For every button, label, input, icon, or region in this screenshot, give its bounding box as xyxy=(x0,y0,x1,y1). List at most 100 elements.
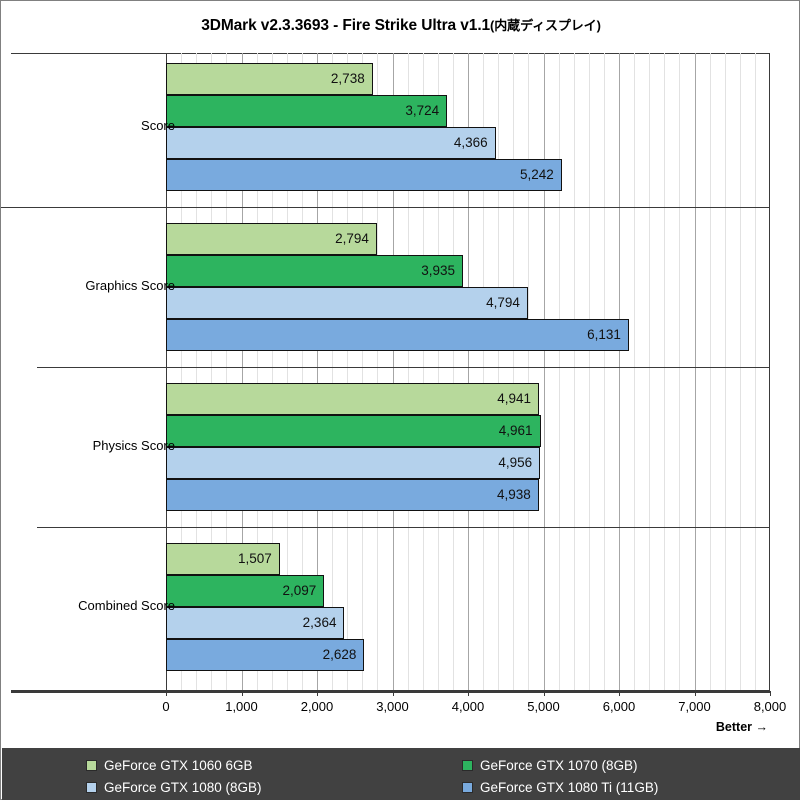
gridline-major xyxy=(468,53,469,690)
gridline-minor xyxy=(452,53,454,690)
x-axis-tick-label: 6,000 xyxy=(602,699,636,714)
category-separator xyxy=(37,367,770,368)
gridline-minor xyxy=(422,53,424,690)
legend-label: GeForce GTX 1080 (8GB) xyxy=(104,779,262,795)
bar-value-label: 3,724 xyxy=(405,103,440,118)
bar-value-label: 2,364 xyxy=(302,615,337,630)
gridline-major xyxy=(543,53,545,690)
bar xyxy=(166,223,377,255)
bar-value-label: 4,941 xyxy=(497,391,532,406)
gridline-minor xyxy=(211,53,213,690)
x-axis-tick xyxy=(619,691,620,696)
gridline-zero xyxy=(166,53,167,690)
gridline-minor xyxy=(603,53,605,690)
x-axis-tick-label: 1,000 xyxy=(225,699,258,714)
chart-title-main: 3DMark v2.3.3693 - Fire Strike Ultra v1.… xyxy=(201,17,491,34)
bar-value-label: 4,794 xyxy=(486,295,520,310)
bar-value-label: 1,507 xyxy=(237,551,272,566)
better-annotation: Better → xyxy=(715,720,768,734)
gridline-minor xyxy=(649,53,651,690)
bar-value-label: 4,961 xyxy=(498,423,533,438)
gridline-minor xyxy=(709,53,711,690)
bar-value-label: 5,242 xyxy=(519,167,554,182)
gridline-minor xyxy=(196,53,198,690)
gridline-minor xyxy=(181,53,183,690)
gridline-minor xyxy=(528,53,530,690)
legend-item[interactable]: GeForce GTX 1080 (8GB) xyxy=(86,777,262,797)
gridline-major xyxy=(241,53,243,690)
legend-color-swatch xyxy=(462,759,473,771)
x-axis-line xyxy=(11,691,770,693)
gridline-minor xyxy=(407,53,409,690)
legend-item[interactable]: GeForce GTX 1060 6GB xyxy=(86,755,253,775)
gridline-minor xyxy=(286,53,288,690)
x-axis-tick-label: 8,000 xyxy=(753,699,787,714)
x-axis-tick xyxy=(166,691,167,696)
bar xyxy=(166,575,325,607)
bar xyxy=(166,479,539,511)
category-label: Physics Score xyxy=(92,438,175,453)
gridline-minor xyxy=(754,53,756,690)
bar-value-label: 4,366 xyxy=(453,135,488,150)
gridline-minor xyxy=(256,53,258,690)
gridline-major xyxy=(317,53,318,690)
x-axis-tick-label: 3,000 xyxy=(376,699,409,714)
bar-value-label: 4,956 xyxy=(498,455,533,470)
legend-color-swatch xyxy=(86,759,97,771)
gridline-minor xyxy=(377,53,379,690)
gridline-minor xyxy=(724,53,726,690)
gridline-minor xyxy=(362,53,364,690)
legend-color-swatch xyxy=(462,781,473,793)
bar xyxy=(166,127,496,159)
gridline-minor xyxy=(498,53,500,690)
x-axis-tick xyxy=(770,691,771,696)
x-axis-tick xyxy=(468,691,469,696)
gridline-minor xyxy=(513,53,515,690)
x-axis-tick xyxy=(241,691,243,696)
bar xyxy=(166,383,540,415)
chart-title-subtitle: (内蔵ディスプレイ) xyxy=(490,18,601,33)
bar xyxy=(166,63,373,95)
gridline-minor xyxy=(739,53,741,690)
x-axis-tick xyxy=(543,691,545,696)
x-axis-tick-label: 5,000 xyxy=(527,699,560,714)
bar xyxy=(166,543,280,575)
bar xyxy=(166,415,541,447)
gridline-major xyxy=(694,53,696,690)
bar xyxy=(166,639,365,671)
legend-item[interactable]: GeForce GTX 1080 Ti (11GB) xyxy=(462,777,658,797)
x-axis-tick xyxy=(694,691,696,696)
gridline-minor xyxy=(588,53,590,690)
bar xyxy=(166,319,629,351)
x-axis-tick xyxy=(317,691,318,696)
bar-value-label: 4,938 xyxy=(497,487,531,502)
gridline-minor xyxy=(679,53,681,690)
gridline-minor xyxy=(332,53,334,690)
bar xyxy=(166,159,562,191)
bar-value-label: 3,935 xyxy=(421,263,456,278)
bar xyxy=(166,95,448,127)
bar-value-label: 2,628 xyxy=(322,647,357,662)
gridline-minor xyxy=(558,53,560,690)
legend-label: GeForce GTX 1080 Ti (11GB) xyxy=(480,779,659,795)
bar xyxy=(166,607,345,639)
gridline-minor xyxy=(301,53,303,690)
x-axis-tick-label: 7,000 xyxy=(678,699,711,714)
gridline-major xyxy=(392,53,394,690)
bar xyxy=(166,287,528,319)
gridline-minor xyxy=(347,53,349,690)
gridline-minor xyxy=(437,53,439,690)
category-label: Graphics Score xyxy=(85,278,175,293)
bar-value-label: 2,738 xyxy=(330,71,365,86)
gridline-minor xyxy=(573,53,575,690)
legend-color-swatch xyxy=(86,781,97,793)
x-axis-tick-label: 4,000 xyxy=(451,699,485,714)
category-separator xyxy=(1,207,770,208)
bar-value-label: 6,131 xyxy=(587,327,621,342)
category-separator xyxy=(37,527,770,528)
legend-label: GeForce GTX 1060 6GB xyxy=(104,757,253,773)
legend-item[interactable]: GeForce GTX 1070 (8GB) xyxy=(462,755,638,775)
chart-legend: GeForce GTX 1060 6GB GeForce GTX 1070 (8G… xyxy=(2,748,800,800)
legend-label: GeForce GTX 1070 (8GB) xyxy=(480,757,638,773)
